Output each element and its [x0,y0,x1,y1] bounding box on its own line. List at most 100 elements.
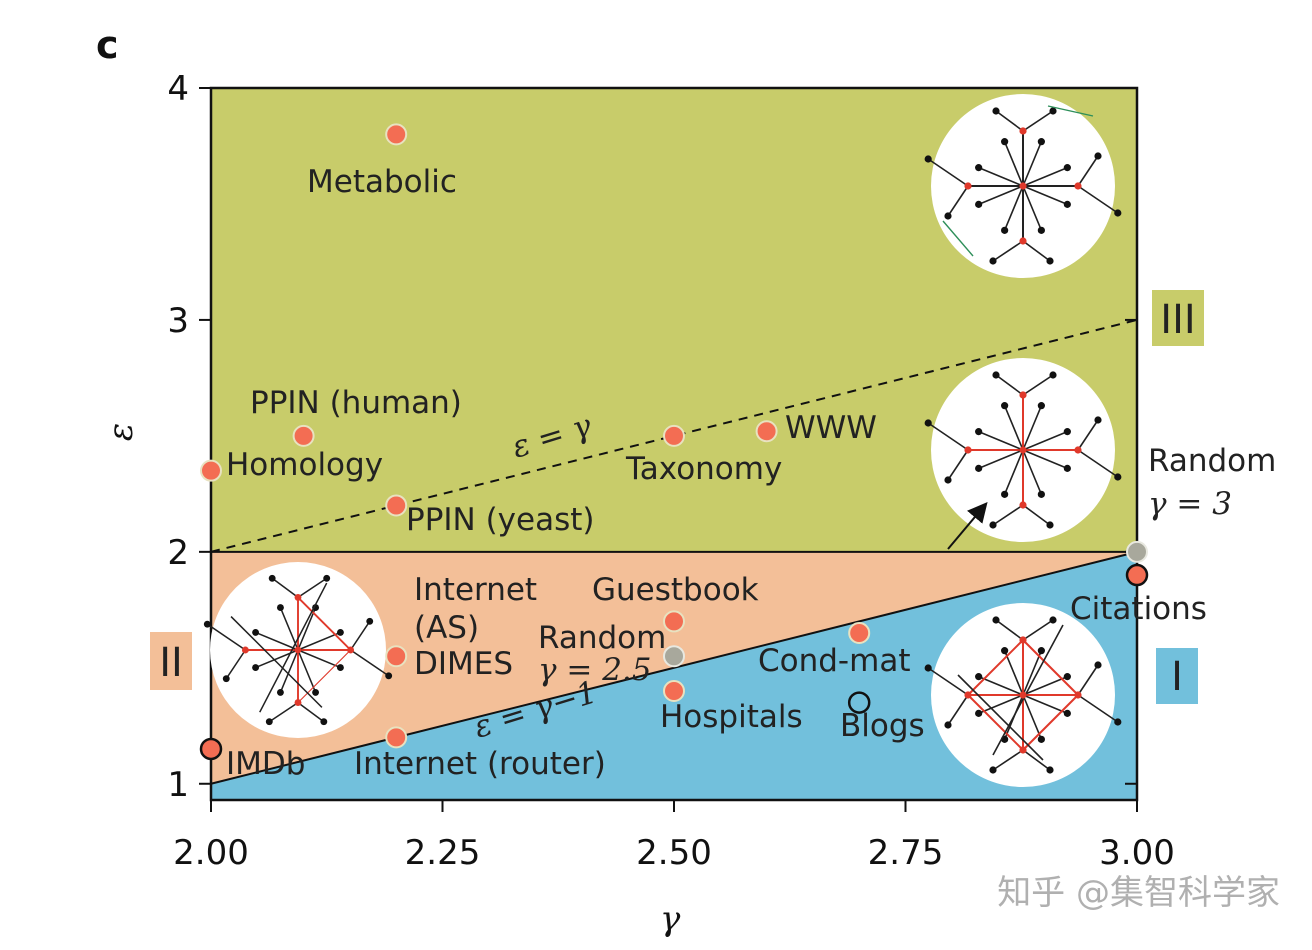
inset-node [347,646,355,654]
inset-edge [297,649,317,693]
x-tick-label: 2.75 [868,833,944,873]
inset-edge [1022,694,1068,715]
inset-edge [992,240,1024,262]
inset-node [1074,691,1082,699]
inset-node [265,718,273,726]
region-I-badge [1156,648,1198,704]
x-tick-label: 2.00 [173,833,249,873]
inset-edge [1022,504,1051,526]
label-ppin-yeast: PPIN (yeast) [406,502,594,538]
inset-node [366,617,374,625]
inset-edge [947,185,969,217]
region-III-label: III [1160,297,1195,343]
inset-node [1046,521,1054,529]
label-www: WWW [785,410,877,446]
inset-edge [1022,430,1068,451]
inset-edge [1077,694,1119,723]
inset-node [222,675,230,683]
inset-node [1063,709,1071,717]
label-ppin-human: PPIN (human) [250,385,462,421]
inset-edge [297,631,341,651]
inset-node [975,673,983,681]
inset-edge [349,620,371,651]
inset-node [252,628,260,636]
inset-node [1074,182,1082,190]
inset-edge [206,623,246,651]
inset-node [989,766,997,774]
inset-node [1049,616,1057,624]
inset-node [1019,391,1027,399]
data-point [663,610,685,633]
inset-node [989,521,997,529]
x-tick-label: 2.25 [405,833,481,873]
inset-edge [1022,694,1079,751]
inset-edge [1022,374,1054,396]
data-point [755,420,778,443]
inset-node [1037,647,1045,655]
label-internet-as-line2: (AS) [414,610,479,646]
inset-node [1094,661,1102,669]
data-point [385,494,408,517]
inset-node [294,593,302,601]
inset-node [964,182,972,190]
inset-node [989,257,997,265]
inset-edge [1022,405,1043,451]
inset-edge [1003,405,1024,451]
inset-node [1001,647,1009,655]
inset-edge [297,701,325,723]
inset-edge [1003,449,1024,495]
inset-node [964,446,972,454]
data-point [200,459,222,482]
inset-node [964,691,972,699]
y-axis-label: ε [101,423,141,441]
inset-edge [1077,155,1099,187]
inset-edge [978,675,1024,696]
inset-node [924,664,932,672]
label-metabolic: Metabolic [307,164,457,200]
inset-node [276,688,284,696]
inset-node [268,574,276,582]
inset-edge [927,422,969,451]
inset-node [241,646,249,654]
inset-node [1046,766,1054,774]
inset-edge [967,694,1024,751]
inset-edge [1003,141,1024,187]
inset-edge [268,701,299,723]
region-II-label: II [159,640,183,686]
network-inset [924,603,1122,787]
inset-node [924,155,932,163]
inset-node [1063,200,1071,208]
region-III-area [211,88,1137,552]
inset-node [203,620,211,628]
inset-edge [1003,185,1024,231]
data-points [199,123,1149,761]
label-homology: Homology [226,447,383,483]
inset-edge [957,674,1044,761]
region-I-area [211,551,1137,800]
network-inset [924,358,1122,542]
inset-node [320,718,328,726]
inset-node [924,419,932,427]
inset-edge [1022,639,1079,696]
x-tick-label: 2.50 [636,833,712,873]
inset-node [1063,673,1071,681]
inset-node [1049,371,1057,379]
inset-node [975,200,983,208]
inset-edge [947,449,969,481]
inset-edge [1022,749,1051,771]
inset-edge [942,220,974,257]
inset-edge [279,649,299,693]
label-blogs: Blogs [840,708,925,744]
inset-node [944,212,952,220]
inset-node [1037,402,1045,410]
inset-edge [259,582,328,713]
network-inset [203,562,393,738]
label-internet-router: Internet (router) [354,746,606,782]
axis-ticks: 2.00 2.25 2.50 2.75 3.00 1 2 3 4 [167,69,1174,873]
y-tick-label: 4 [167,69,189,109]
inset-edge [1022,185,1068,206]
inset-node [1037,138,1045,146]
inset-node [312,688,320,696]
inset-node [1019,636,1027,644]
inset-edge [978,449,1024,470]
